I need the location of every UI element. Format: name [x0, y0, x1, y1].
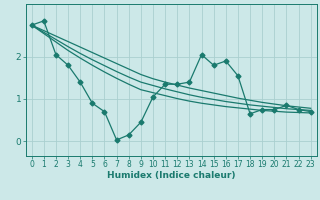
- X-axis label: Humidex (Indice chaleur): Humidex (Indice chaleur): [107, 171, 236, 180]
